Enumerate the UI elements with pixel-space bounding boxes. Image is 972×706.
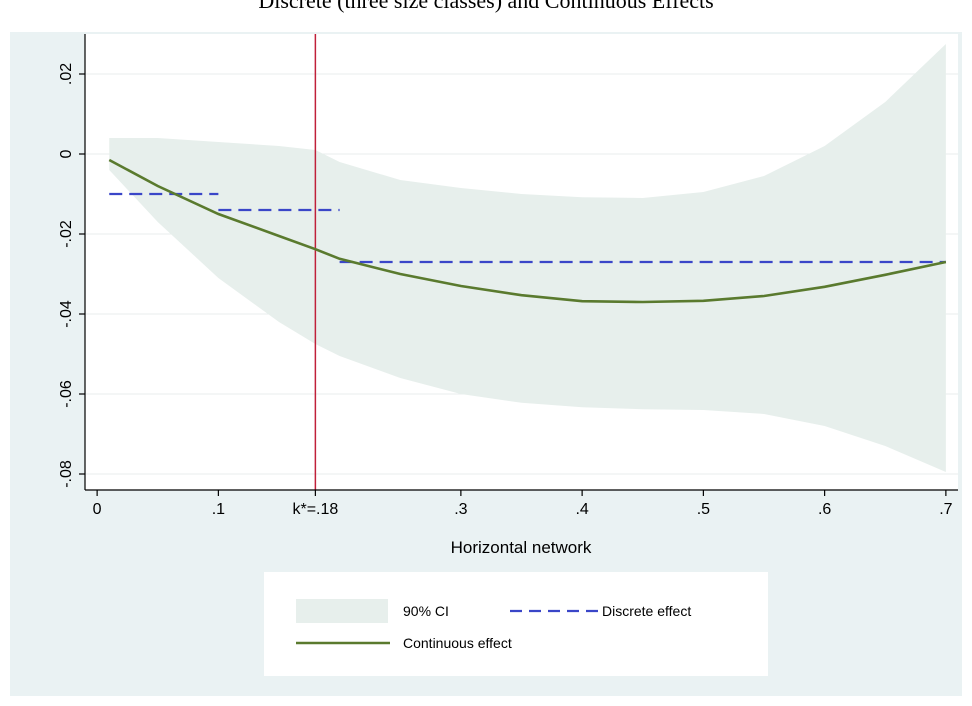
- x-tick-label: .7: [939, 501, 952, 518]
- x-tick-label: k*=.18: [292, 501, 338, 518]
- x-axis-title: Horizontal network: [451, 538, 592, 557]
- y-tick-label: -.08: [58, 460, 75, 488]
- legend: 90% CI Discrete effect Continuous effect: [264, 572, 768, 676]
- y-tick-label: 0: [58, 149, 75, 158]
- legend-ci-swatch: [296, 599, 388, 623]
- legend-box: [264, 572, 768, 676]
- series-layer: [108, 34, 947, 490]
- legend-discrete-label: Discrete effect: [602, 603, 691, 619]
- ci-band-layer: [109, 44, 946, 472]
- x-tick-label: 0: [93, 501, 102, 518]
- x-tick-label: .4: [575, 501, 588, 518]
- x-tick-label: .1: [212, 501, 225, 518]
- y-tick-label: -.02: [58, 220, 75, 248]
- axes: [84, 34, 958, 491]
- continuous-effect-line: [108, 158, 947, 304]
- x-tick-label: .3: [454, 501, 467, 518]
- legend-ci-label: 90% CI: [403, 603, 449, 619]
- y-tick-label: -.04: [58, 300, 75, 328]
- x-tick-label: .6: [818, 501, 831, 518]
- y-tick-label: -.06: [58, 380, 75, 408]
- ci-band: [109, 44, 946, 472]
- legend-continuous-label: Continuous effect: [403, 635, 512, 651]
- y-tick-label: .02: [58, 63, 75, 85]
- x-tick-label: .5: [697, 501, 710, 518]
- chart-title: Discrete (three size classes) and Contin…: [258, 0, 714, 13]
- tick-layer: .02 0 -.02 -.04 -.06 -.08 0 .1 k*=.18 .3 .4 .5 .6 .7: [58, 63, 953, 518]
